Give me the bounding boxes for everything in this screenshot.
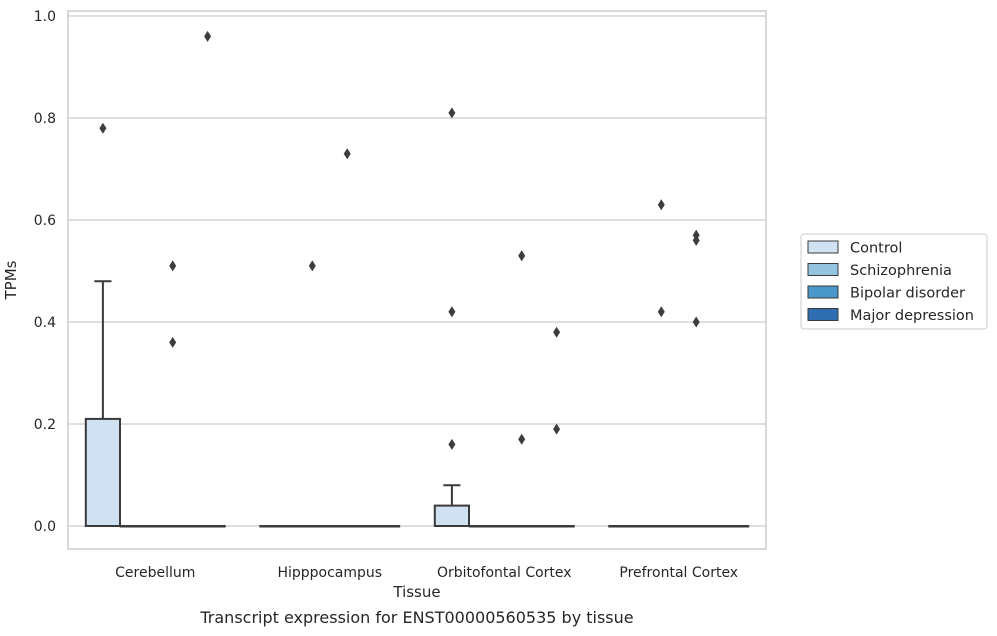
outlier-point xyxy=(343,148,351,160)
outlier-point xyxy=(204,30,212,42)
plot-frame xyxy=(67,10,767,550)
x-tick-label: Orbitofontal Cortex xyxy=(437,565,572,581)
box-control xyxy=(433,484,471,528)
box-bipolar-disorder xyxy=(503,525,540,528)
box-control xyxy=(259,525,296,528)
outlier-point xyxy=(553,423,561,435)
box-bipolar-disorder xyxy=(678,525,715,528)
outlier-point xyxy=(518,250,526,262)
box-schizophrenia xyxy=(468,525,505,528)
box-series xyxy=(84,280,750,528)
y-tick-label: 0.4 xyxy=(34,315,56,331)
legend-label: Schizophrenia xyxy=(850,263,952,279)
legend-frame xyxy=(800,233,988,330)
outlier-point xyxy=(448,107,456,119)
outlier-point xyxy=(553,326,561,338)
legend: Control Schizophrenia Bipolar disorder Majo… xyxy=(800,233,988,330)
outlier-point xyxy=(692,316,700,328)
box-schizophrenia xyxy=(119,525,156,528)
outlier-point xyxy=(657,306,665,318)
y-tick-label: 0.0 xyxy=(34,519,56,535)
outlier-point xyxy=(169,336,177,348)
legend-swatch xyxy=(807,263,839,276)
x-tick-label: Cerebellum xyxy=(115,565,195,581)
box xyxy=(84,417,122,527)
outlier-point xyxy=(99,122,107,134)
y-axis-label: TPMs xyxy=(2,260,20,300)
outlier-point xyxy=(169,260,177,272)
box-major-depression xyxy=(538,525,575,528)
x-tick-label: Prefrontal Cortex xyxy=(619,565,738,581)
legend-swatch xyxy=(807,285,839,299)
outlier-point xyxy=(308,260,316,272)
outlier-point xyxy=(692,229,700,241)
y-tick-label: 0.8 xyxy=(34,111,56,127)
legend-label: Major depression xyxy=(850,308,974,324)
box-schizophrenia xyxy=(294,525,331,528)
x-axis-label: Tissue xyxy=(392,583,440,601)
y-tick-label: 0.6 xyxy=(34,213,56,229)
outlier-point xyxy=(657,199,665,211)
y-axis-ticks: 0.0 0.2 0.4 0.6 0.8 1.0 xyxy=(34,9,56,535)
chart-caption: Transcript expression for ENST0000056053… xyxy=(199,608,633,627)
box-major-depression xyxy=(363,525,401,528)
box xyxy=(433,504,471,528)
outlier-points xyxy=(99,30,700,450)
legend-swatch xyxy=(807,308,839,321)
outlier-point xyxy=(448,306,456,318)
legend-swatch xyxy=(807,240,839,254)
legend-label: Control xyxy=(850,241,902,257)
box-schizophrenia xyxy=(643,525,680,528)
outlier-point xyxy=(448,438,456,450)
box-control xyxy=(84,280,122,527)
box-control xyxy=(608,525,645,528)
box-bipolar-disorder xyxy=(154,525,191,528)
x-axis-ticks: Cerebellum Hipppocampus Orbitofontal Corte… xyxy=(115,565,738,581)
x-tick-label: Hipppocampus xyxy=(277,565,382,581)
y-tick-label: 1.0 xyxy=(34,9,56,25)
y-tick-label: 0.2 xyxy=(34,417,56,433)
box-major-depression xyxy=(189,525,226,528)
outlier-point xyxy=(518,433,526,445)
box-major-depression xyxy=(712,525,750,528)
legend-label: Bipolar disorder xyxy=(850,286,965,302)
box-bipolar-disorder xyxy=(329,525,366,528)
